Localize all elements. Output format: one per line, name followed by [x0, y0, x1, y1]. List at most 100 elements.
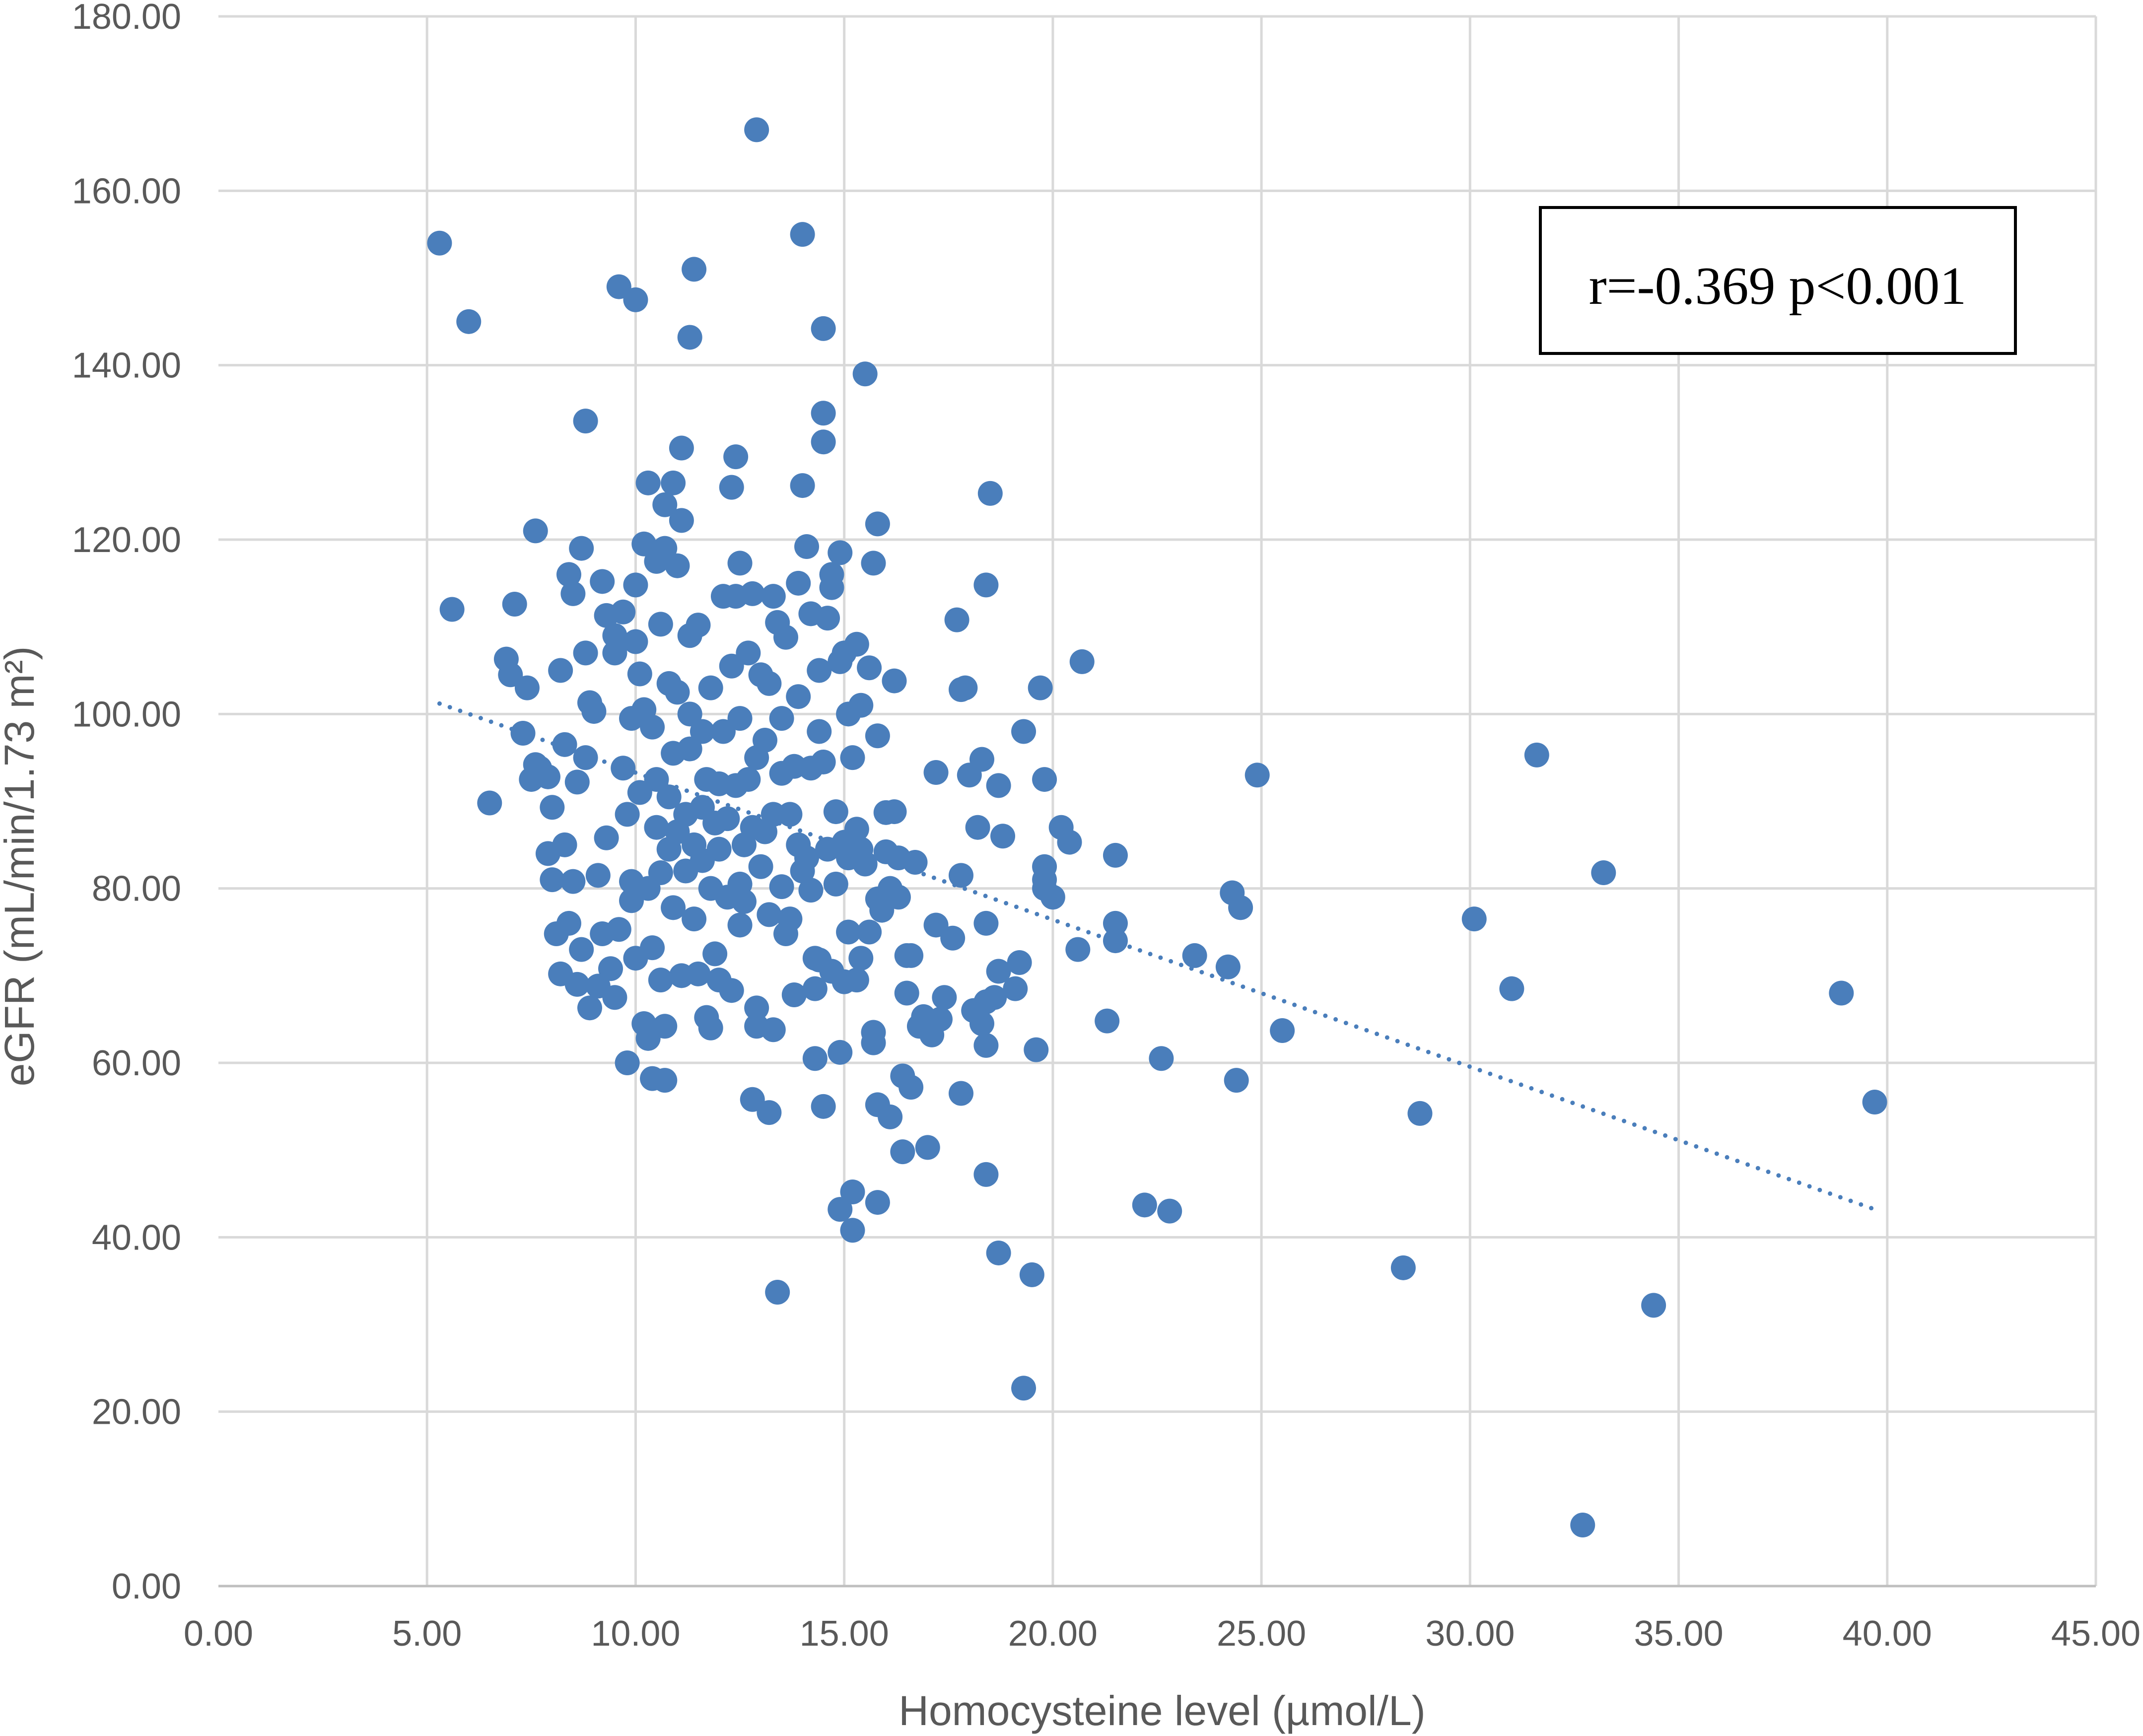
data-point — [857, 919, 882, 945]
data-point — [840, 1179, 865, 1204]
data-point — [548, 658, 573, 683]
data-point — [1069, 649, 1095, 674]
data-point — [840, 745, 865, 770]
data-point — [969, 747, 995, 772]
data-point — [807, 658, 832, 683]
data-point — [836, 919, 861, 945]
data-point — [1028, 675, 1053, 700]
data-point — [757, 671, 782, 696]
data-point — [602, 985, 627, 1010]
x-tick-label: 25.00 — [1217, 1614, 1306, 1654]
data-point — [652, 536, 678, 561]
x-axis-title: Homocysteine level (µmol/L) — [899, 1687, 1425, 1734]
data-point — [682, 257, 707, 282]
data-point — [1157, 1198, 1182, 1224]
data-point — [786, 684, 811, 709]
data-point — [823, 799, 848, 825]
data-point — [439, 597, 465, 622]
data-point — [986, 1240, 1011, 1265]
data-point — [594, 825, 619, 850]
data-point — [744, 117, 769, 142]
data-point — [973, 572, 999, 598]
data-point — [811, 1094, 836, 1119]
data-point — [535, 764, 560, 789]
data-point — [869, 898, 895, 923]
data-point — [915, 1135, 940, 1160]
data-point — [1390, 1255, 1416, 1280]
data-point — [698, 1015, 723, 1041]
data-point — [923, 760, 949, 785]
data-point — [844, 631, 869, 657]
data-point — [698, 675, 723, 700]
y-tick-label: 40.00 — [92, 1218, 181, 1257]
x-tick-label: 20.00 — [1008, 1614, 1098, 1654]
data-point — [811, 401, 836, 426]
data-point — [1103, 928, 1128, 954]
data-point — [648, 968, 673, 993]
data-point — [1524, 742, 1549, 767]
data-point — [598, 956, 623, 981]
data-point — [623, 572, 648, 598]
data-point — [540, 867, 565, 893]
annotation-frame — [1539, 206, 2017, 355]
y-tick-label: 100.00 — [72, 694, 181, 734]
data-point — [1103, 842, 1128, 868]
data-point — [740, 581, 765, 606]
data-point — [569, 937, 594, 962]
data-point — [1132, 1192, 1157, 1218]
y-tick-label: 80.00 — [92, 869, 181, 909]
x-tick-labels: 0.00 5.00 10.00 15.00 20.00 25.00 30.00 35.00 40… — [184, 1614, 2141, 1654]
data-point — [857, 655, 882, 681]
y-tick-label: 180.00 — [72, 0, 181, 37]
data-point — [828, 1197, 853, 1222]
data-point — [706, 836, 732, 862]
data-point — [627, 780, 652, 805]
data-point — [615, 802, 640, 827]
data-point — [902, 849, 928, 875]
data-point — [648, 612, 673, 637]
y-tick-label: 60.00 — [92, 1043, 181, 1083]
data-point — [606, 274, 631, 299]
data-point — [1007, 950, 1032, 975]
data-point — [757, 902, 782, 927]
trendline — [437, 701, 1877, 1212]
data-point — [899, 1075, 924, 1100]
data-point — [661, 470, 686, 495]
data-point — [953, 675, 978, 700]
data-point — [573, 409, 598, 434]
x-tick-label: 0.00 — [184, 1614, 253, 1654]
data-point — [552, 732, 577, 757]
data-point — [815, 606, 840, 631]
data-point — [878, 1104, 903, 1129]
data-point — [635, 470, 661, 495]
data-point — [965, 815, 990, 840]
data-point — [477, 790, 502, 816]
data-point — [690, 719, 715, 744]
data-point — [1103, 910, 1128, 936]
data-point — [1024, 1037, 1049, 1062]
data-point — [602, 623, 627, 648]
data-point — [644, 815, 669, 840]
data-point — [648, 860, 673, 886]
annotation-text: r=-0.369 p<0.001 — [1589, 257, 1967, 316]
data-point — [944, 607, 969, 632]
data-point — [682, 906, 707, 932]
data-point — [865, 723, 890, 749]
data-point — [973, 1162, 999, 1187]
data-point — [640, 935, 665, 961]
data-point — [828, 540, 853, 565]
data-point — [828, 1040, 853, 1065]
data-point — [748, 854, 773, 879]
data-point — [656, 784, 682, 810]
data-point — [882, 668, 907, 694]
data-point — [669, 435, 694, 461]
data-point — [1019, 1262, 1044, 1287]
data-point — [790, 222, 815, 247]
data-point — [927, 1007, 953, 1032]
data-point — [560, 869, 586, 894]
data-point — [677, 736, 702, 762]
data-point — [569, 536, 594, 561]
data-point — [777, 906, 803, 932]
data-point — [727, 551, 753, 576]
data-point — [1228, 895, 1253, 920]
